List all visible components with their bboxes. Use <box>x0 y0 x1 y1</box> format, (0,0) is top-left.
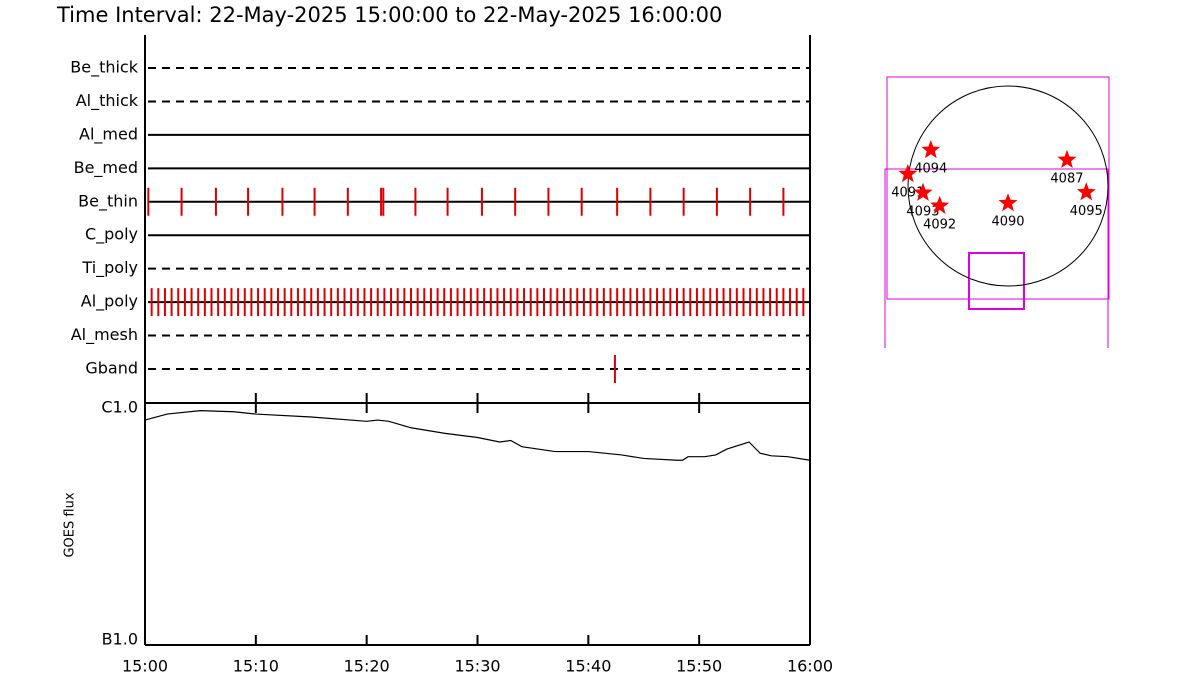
row-label: Be_thin <box>78 191 138 211</box>
region-star <box>913 182 933 201</box>
solar-disk <box>907 85 1109 287</box>
fov-box <box>884 168 1109 348</box>
region-label: 4094 <box>914 162 947 177</box>
row-label: Gband <box>85 359 138 378</box>
region-star <box>921 140 941 159</box>
y-tick-label: B1.0 <box>102 630 138 649</box>
x-tick-label: 15:10 <box>233 657 279 676</box>
x-tick-label: 15:40 <box>565 657 611 676</box>
region-label: 4092 <box>923 217 956 232</box>
row-label: Al_poly <box>81 292 138 312</box>
x-tick-label: 15:30 <box>454 657 500 676</box>
fov-box <box>968 252 1025 310</box>
fov-box <box>886 76 1110 300</box>
region-star <box>930 195 950 214</box>
y-axis-label: GOES flux <box>63 492 78 557</box>
y-tick-label: C1.0 <box>101 398 138 417</box>
region-star <box>1057 149 1077 168</box>
row-label: Ti_poly <box>81 258 138 278</box>
region-label: 4087 <box>1050 171 1083 186</box>
region-label: 4091 <box>891 186 924 201</box>
flux-line <box>144 410 811 461</box>
region-label: 4093 <box>906 204 939 219</box>
x-tick-label: 15:20 <box>344 657 390 676</box>
region-label: 4090 <box>991 215 1024 230</box>
row-label: Al_mesh <box>71 325 138 345</box>
region-star <box>998 193 1018 212</box>
x-tick-label: 15:50 <box>676 657 722 676</box>
region-star <box>898 164 918 183</box>
chart-title: Time Interval: 22-May-2025 15:00:00 to 2… <box>56 3 722 27</box>
row-label: Al_med <box>79 124 138 144</box>
x-tick-label: 15:00 <box>122 657 168 676</box>
row-label: Al_thick <box>76 91 139 111</box>
region-label: 4095 <box>1070 204 1103 219</box>
region-star <box>1076 182 1096 201</box>
row-label: Be_thick <box>70 58 138 78</box>
x-tick-label: 16:00 <box>787 657 833 676</box>
row-label: Be_med <box>74 158 138 178</box>
row-label: C_poly <box>85 225 138 245</box>
